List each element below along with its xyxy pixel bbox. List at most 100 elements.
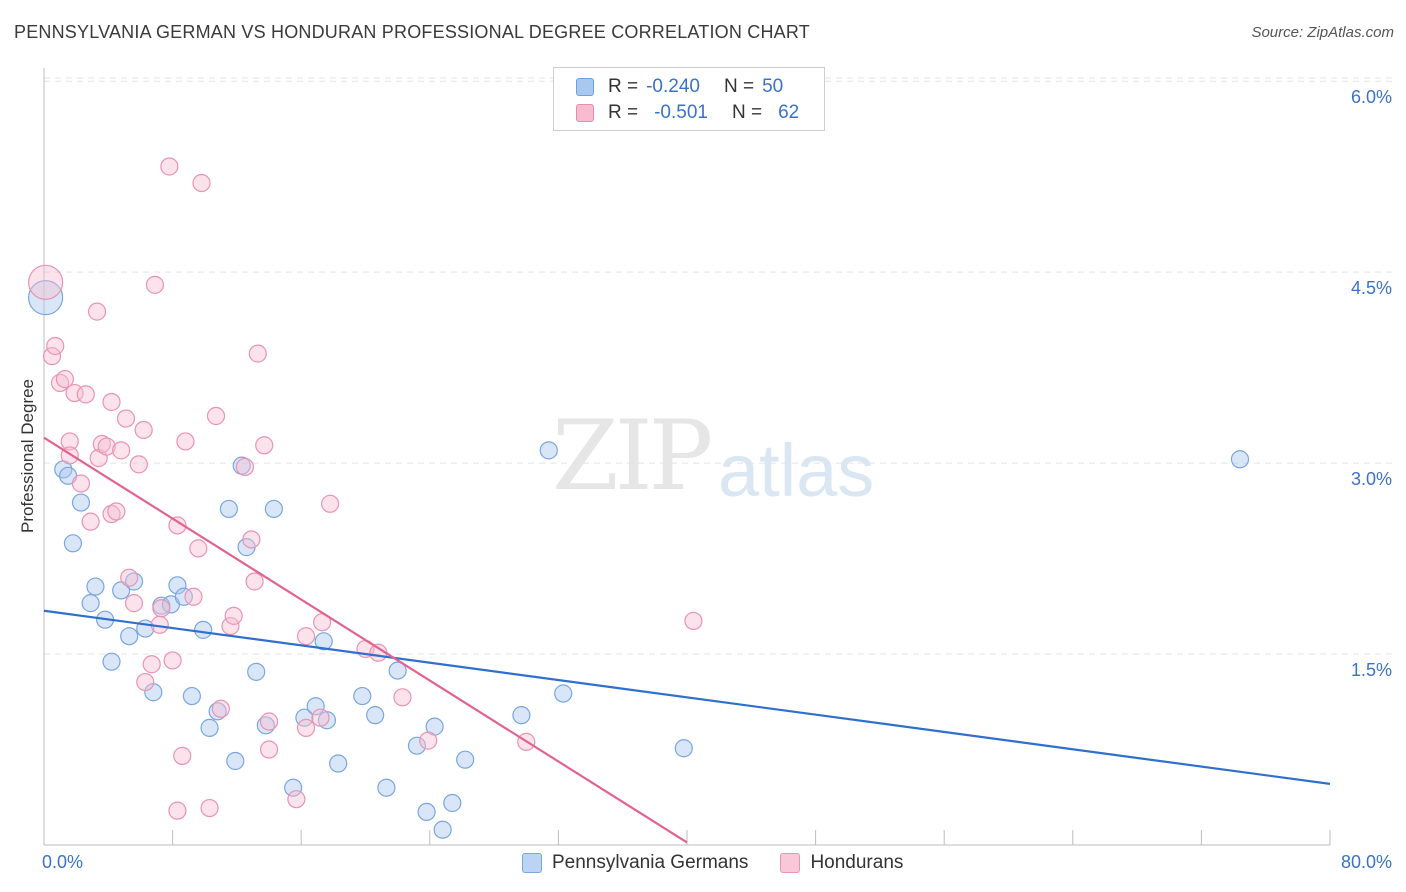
stats-swatch-hondurans bbox=[576, 104, 594, 122]
honduran-point bbox=[200, 798, 219, 818]
honduran-point bbox=[684, 611, 703, 631]
y-tick-1-5: 1.5% bbox=[1350, 660, 1392, 680]
honduran-point bbox=[206, 406, 226, 426]
honduran-point bbox=[184, 587, 203, 606]
honduran-point bbox=[116, 409, 136, 428]
pennsylvania-german-point bbox=[407, 736, 427, 755]
honduran-point bbox=[92, 434, 111, 454]
honduran-point bbox=[163, 651, 182, 670]
honduran-point bbox=[259, 740, 279, 759]
honduran-point bbox=[42, 347, 62, 366]
x-tick-max: 80.0% bbox=[1340, 852, 1392, 872]
honduran-point bbox=[129, 455, 148, 474]
honduran-point bbox=[173, 746, 192, 765]
legend: Pennsylvania Germans Hondurans bbox=[522, 852, 935, 874]
stats-row-pennsylvania: R = -0.240 N = 50 bbox=[576, 75, 783, 99]
honduran-point bbox=[136, 672, 155, 692]
pennsylvania-german-point bbox=[264, 499, 283, 519]
pennsylvania-german-point bbox=[1230, 450, 1250, 469]
pennsylvania-german-point bbox=[512, 706, 531, 725]
honduran-point bbox=[55, 369, 74, 389]
honduran-point bbox=[245, 572, 264, 591]
honduran-point bbox=[60, 432, 79, 451]
pennsylvania-german-point bbox=[71, 493, 91, 512]
honduran-point bbox=[311, 708, 330, 727]
pennsylvania-german-trendline bbox=[43, 609, 1331, 785]
pennsylvania-german-point bbox=[174, 587, 193, 606]
honduran-point bbox=[224, 606, 243, 625]
source-label: Source: ZipAtlas.com bbox=[1251, 24, 1394, 41]
watermark-zip: ZIP bbox=[552, 400, 713, 512]
y-tick-6: 6.0% bbox=[1350, 87, 1392, 107]
honduran-point bbox=[152, 599, 171, 618]
honduran-point bbox=[211, 699, 230, 718]
pennsylvania-german-point bbox=[226, 751, 245, 771]
pennsylvania-german-point bbox=[219, 499, 238, 519]
r-value: -0.240 bbox=[646, 76, 700, 97]
legend-item-hondurans[interactable]: Hondurans bbox=[780, 852, 903, 874]
pennsylvania-german-point bbox=[554, 684, 573, 703]
honduran-point bbox=[296, 627, 316, 646]
r-label: R = bbox=[608, 102, 639, 123]
honduran-point bbox=[46, 336, 65, 356]
n-value: 50 bbox=[762, 76, 784, 97]
honduran-point bbox=[120, 568, 139, 587]
honduran-point bbox=[168, 516, 187, 535]
honduran-point bbox=[107, 502, 126, 521]
stats-row-hondurans: R = -0.501 N = 62 bbox=[576, 101, 799, 125]
y-tick-4-5: 4.5% bbox=[1350, 278, 1392, 298]
n-value: 62 bbox=[778, 102, 800, 123]
honduran-point bbox=[287, 790, 306, 809]
honduran-point bbox=[255, 436, 274, 455]
honduran-point bbox=[259, 712, 279, 731]
honduran-point bbox=[176, 432, 195, 451]
stats-swatch-pennsylvania bbox=[576, 78, 594, 96]
pennsylvania-german-point bbox=[182, 686, 201, 706]
pennsylvania-german-point bbox=[674, 739, 693, 758]
pennsylvania-german-point bbox=[306, 697, 325, 716]
watermark-atlas: atlas bbox=[718, 429, 875, 512]
honduran-point bbox=[221, 616, 240, 636]
honduran-point bbox=[393, 688, 412, 707]
honduran-point bbox=[81, 512, 100, 531]
honduran-point bbox=[87, 302, 107, 321]
pennsylvania-german-point bbox=[168, 576, 187, 595]
chart-title: PENNSYLVANIA GERMAN VS HONDURAN PROFESSI… bbox=[14, 22, 810, 42]
pennsylvania-german-point bbox=[443, 793, 462, 813]
pennsylvania-german-point bbox=[120, 627, 139, 646]
x-tick-min: 0.0% bbox=[42, 852, 84, 872]
legend-item-pennsylvania[interactable]: Pennsylvania Germans bbox=[522, 852, 748, 874]
pennsylvania-german-point bbox=[377, 778, 396, 797]
honduran-point bbox=[124, 594, 144, 613]
honduran-point bbox=[71, 474, 91, 493]
honduran-point bbox=[134, 420, 153, 440]
honduran-point bbox=[296, 718, 316, 737]
pennsylvania-german-point bbox=[388, 661, 407, 680]
pennsylvania-german-point bbox=[539, 441, 558, 460]
pennsylvania-german-point bbox=[86, 577, 105, 596]
honduran-point bbox=[76, 385, 95, 404]
pennsylvania-german-point bbox=[63, 534, 83, 553]
pennsylvania-german-point bbox=[314, 632, 333, 651]
honduran-point bbox=[160, 157, 179, 176]
honduran-point bbox=[321, 494, 340, 513]
pennsylvania-german-point bbox=[200, 718, 219, 737]
pennsylvania-german-point bbox=[247, 662, 266, 681]
stats-box: R = -0.240 N = 50 R = -0.501 N = 62 bbox=[553, 67, 825, 131]
r-label: R = bbox=[608, 76, 639, 97]
legend-swatch-hondurans bbox=[780, 853, 801, 873]
pennsylvania-german-point bbox=[194, 620, 213, 639]
honduran-point bbox=[419, 731, 438, 750]
honduran-point bbox=[145, 275, 165, 294]
honduran-point bbox=[97, 437, 116, 456]
honduran-point bbox=[102, 504, 121, 524]
n-label: N = bbox=[731, 102, 763, 123]
honduran-point bbox=[142, 655, 161, 674]
honduran-point bbox=[168, 801, 187, 820]
pennsylvania-german-point bbox=[102, 652, 121, 671]
honduran-point bbox=[192, 173, 211, 193]
pennsylvania-german-point bbox=[433, 820, 452, 839]
pennsylvania-german-point bbox=[28, 280, 64, 316]
r-value: -0.501 bbox=[654, 102, 708, 123]
